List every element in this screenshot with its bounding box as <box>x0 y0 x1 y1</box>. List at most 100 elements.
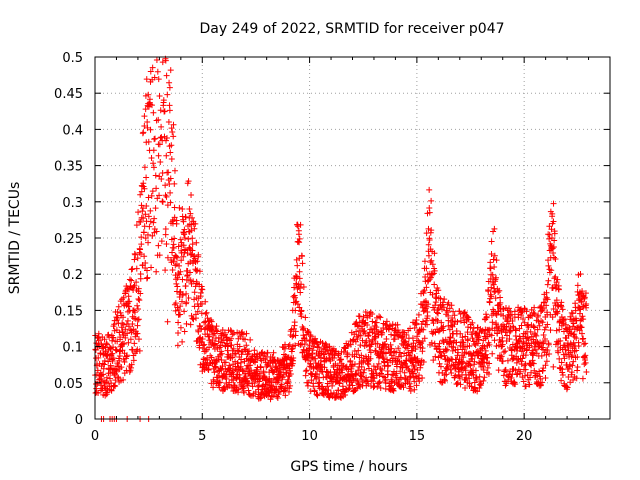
data-point <box>313 375 320 382</box>
data-point <box>391 380 398 387</box>
data-point <box>489 271 496 278</box>
data-point <box>567 313 574 320</box>
data-point <box>435 310 442 317</box>
data-point <box>564 342 571 349</box>
data-point <box>181 234 188 241</box>
data-point <box>189 241 196 248</box>
data-point <box>524 322 531 329</box>
data-point <box>437 363 444 370</box>
data-point <box>280 388 287 395</box>
data-point <box>133 279 140 286</box>
data-point <box>459 339 466 346</box>
data-point <box>546 351 553 358</box>
data-point <box>441 352 448 359</box>
y-tick-label: 0.05 <box>54 377 83 392</box>
data-point <box>121 341 128 348</box>
data-point <box>506 305 513 312</box>
data-point <box>161 108 168 115</box>
data-point <box>167 67 174 74</box>
data-point <box>296 304 303 311</box>
x-tick-label: 20 <box>516 429 533 444</box>
data-point <box>405 341 412 348</box>
data-point <box>347 357 354 364</box>
data-point <box>493 257 500 264</box>
data-point <box>131 309 138 316</box>
data-point <box>92 347 99 354</box>
data-point <box>133 265 140 272</box>
data-point <box>156 252 163 259</box>
data-point <box>520 339 527 346</box>
data-point <box>103 374 110 381</box>
data-point <box>165 119 172 126</box>
data-point <box>138 234 145 241</box>
data-point <box>187 269 194 276</box>
data-point <box>219 363 226 370</box>
data-point <box>125 303 132 310</box>
data-point <box>134 302 141 309</box>
data-point <box>183 320 190 327</box>
data-point <box>487 265 494 272</box>
data-point <box>538 352 545 359</box>
data-point <box>205 366 212 373</box>
data-point <box>191 296 198 303</box>
data-point <box>128 364 135 371</box>
data-point <box>173 217 180 224</box>
data-point <box>486 326 493 333</box>
data-point <box>570 358 577 365</box>
data-point <box>97 337 104 344</box>
data-point <box>317 357 324 364</box>
data-point <box>551 237 558 244</box>
data-point <box>223 375 230 382</box>
data-point <box>299 260 306 267</box>
data-point <box>445 317 452 324</box>
data-point <box>504 357 511 364</box>
data-point <box>167 189 174 196</box>
data-point <box>432 299 439 306</box>
data-point <box>495 289 502 296</box>
data-point <box>581 294 588 301</box>
data-point <box>247 336 254 343</box>
data-point <box>399 333 406 340</box>
data-point <box>508 374 515 381</box>
data-point <box>509 317 516 324</box>
data-point <box>182 214 189 221</box>
data-point <box>209 324 216 331</box>
data-point <box>101 361 108 368</box>
data-point <box>280 344 287 351</box>
data-point <box>358 363 365 370</box>
data-point <box>500 312 507 319</box>
data-point <box>411 386 418 393</box>
data-point <box>543 351 550 358</box>
data-point <box>126 298 133 305</box>
data-point <box>411 325 418 332</box>
data-point <box>174 283 181 290</box>
data-point <box>374 383 381 390</box>
data-point <box>246 391 253 398</box>
data-point <box>544 347 551 354</box>
data-point <box>387 382 394 389</box>
data-point <box>470 338 477 345</box>
data-point <box>406 352 413 359</box>
data-point <box>239 328 246 335</box>
data-point <box>354 385 361 392</box>
data-point <box>364 360 371 367</box>
data-point <box>388 345 395 352</box>
data-point <box>429 261 436 268</box>
data-point <box>144 119 151 126</box>
data-point <box>428 197 435 204</box>
data-point <box>536 322 543 329</box>
data-point <box>475 336 482 343</box>
y-tick-label: 0.2 <box>62 268 83 283</box>
data-point <box>543 302 550 309</box>
data-point <box>120 294 127 301</box>
data-point <box>163 241 170 248</box>
data-point <box>311 387 318 394</box>
data-point <box>497 294 504 301</box>
data-point <box>115 303 122 310</box>
data-point <box>511 308 518 315</box>
data-point <box>248 367 255 374</box>
data-point <box>464 329 471 336</box>
data-point <box>177 303 184 310</box>
data-point <box>447 334 454 341</box>
y-tick-label: 0.5 <box>62 51 83 66</box>
